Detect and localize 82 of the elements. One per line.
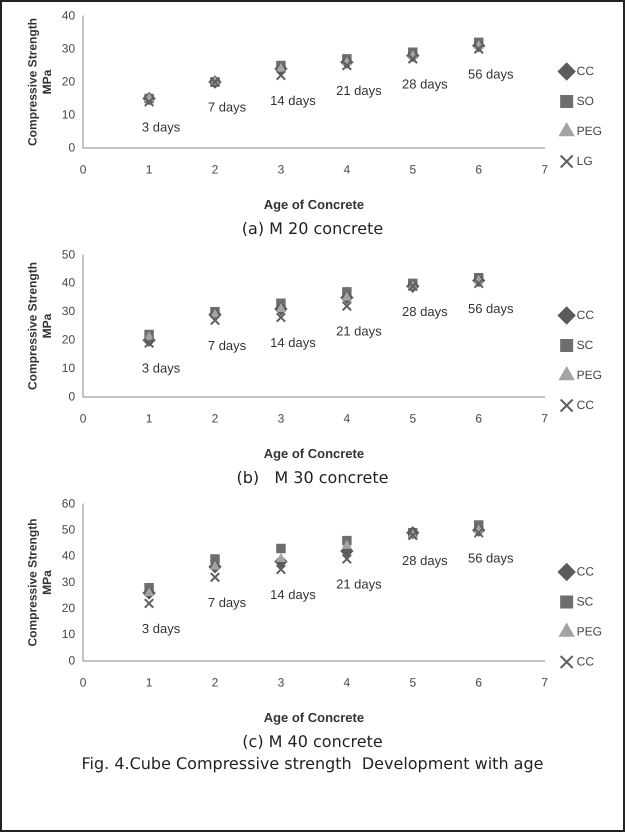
x-tick-label: 6 <box>475 676 482 690</box>
text: (b) M 30 concrete <box>236 467 390 489</box>
legend-label: CC <box>576 654 594 668</box>
y-tick-label: 20 <box>62 74 76 88</box>
annotation: 28 days <box>402 76 448 92</box>
legend-label: CC <box>576 564 594 578</box>
legend-label: LG <box>576 154 593 168</box>
x-tick-label: 4 <box>344 412 351 426</box>
caption: Fig. 4.Cube Compressive strength Development with age <box>80 754 544 773</box>
y-tick-label: 60 <box>62 496 76 510</box>
x-tick-label: 7 <box>541 676 548 690</box>
x-tick-label: 1 <box>146 162 153 177</box>
x-tick-label: 7 <box>541 162 548 177</box>
y-tick-label: 0 <box>68 389 76 404</box>
x-tick-label: 4 <box>344 676 351 690</box>
annotation: 21 days <box>336 324 382 339</box>
y-tick-label: 30 <box>62 574 76 589</box>
legend-label: SC <box>576 338 594 352</box>
y-tick-label: 30 <box>62 41 76 56</box>
x-tick-label: 0 <box>80 162 87 177</box>
annotation: 56 days <box>468 66 514 82</box>
text: (a) M 20 concrete <box>240 218 384 240</box>
y-tick-label: 50 <box>62 522 76 536</box>
legend-label: PEG <box>576 124 602 138</box>
x-tick-label: 2 <box>212 676 219 690</box>
legend-label: SO <box>576 94 594 108</box>
x-tick-label: 1 <box>146 412 153 426</box>
x-axis-title: Age of Concrete <box>264 710 364 725</box>
annotation: 28 days <box>402 304 448 319</box>
y-tick-label: 10 <box>62 107 76 122</box>
x-tick-label: 3 <box>278 412 285 426</box>
y-tick-label: 0 <box>68 140 76 154</box>
x-tick-label: 5 <box>409 676 416 690</box>
y-tick-label: 40 <box>62 548 76 563</box>
annotation: 3 days <box>142 360 181 376</box>
y-axis-title: Compressive Strength MPa <box>26 262 54 390</box>
x-tick-label: 3 <box>278 162 285 177</box>
annotation: 56 days <box>468 300 514 316</box>
annotation: 21 days <box>336 83 382 98</box>
legend-label: PEG <box>576 624 602 638</box>
legend-label: PEG <box>576 368 602 382</box>
annotation: 3 days <box>142 119 181 134</box>
y-tick-label: 10 <box>62 360 76 375</box>
y-tick-label: 30 <box>62 304 76 318</box>
x-tick-label: 6 <box>475 162 482 177</box>
x-tick-label: 7 <box>541 412 548 426</box>
y-tick-label: 20 <box>62 600 76 615</box>
annotation: 14 days <box>270 586 316 602</box>
annotation: 21 days <box>336 576 382 592</box>
annotation: 7 days <box>208 338 247 353</box>
annotation: 3 days <box>142 621 181 636</box>
x-tick-label: 3 <box>278 676 285 690</box>
y-axis-title: Compressive Strength MPa <box>26 518 54 647</box>
legend-label: SC <box>576 594 594 608</box>
annotation: 28 days <box>402 552 448 568</box>
y-tick-label: 50 <box>62 247 76 262</box>
x-tick-label: 2 <box>212 412 219 426</box>
annotation: 7 days <box>208 100 247 115</box>
x-tick-label: 6 <box>475 412 482 426</box>
y-tick-label: 40 <box>62 276 76 290</box>
annotation: 14 days <box>270 335 316 350</box>
x-axis-title: Age of Concrete <box>264 196 364 212</box>
x-tick-label: 5 <box>409 412 416 426</box>
y-axis-title: Compressive Strength MPa <box>26 18 54 146</box>
x-tick-label: 0 <box>80 676 87 690</box>
annotation: 7 days <box>208 594 247 610</box>
text: (c) M 40 concrete <box>241 731 384 753</box>
x-tick-label: 4 <box>344 162 351 177</box>
y-tick-label: 20 <box>62 332 76 347</box>
annotation: 56 days <box>468 550 514 566</box>
x-tick-label: 2 <box>212 162 219 177</box>
legend-label: CC <box>576 64 594 78</box>
y-tick-label: 0 <box>68 653 76 668</box>
legend-label: CC <box>576 308 594 322</box>
y-tick-label: 40 <box>62 8 76 22</box>
y-tick-label: 10 <box>62 627 76 642</box>
x-tick-label: 1 <box>146 676 153 690</box>
x-tick-label: 5 <box>409 162 416 177</box>
annotation: 14 days <box>270 92 316 108</box>
legend-label: CC <box>576 398 594 412</box>
x-tick-label: 0 <box>80 412 87 426</box>
x-axis-title: Age of Concrete <box>264 446 364 461</box>
